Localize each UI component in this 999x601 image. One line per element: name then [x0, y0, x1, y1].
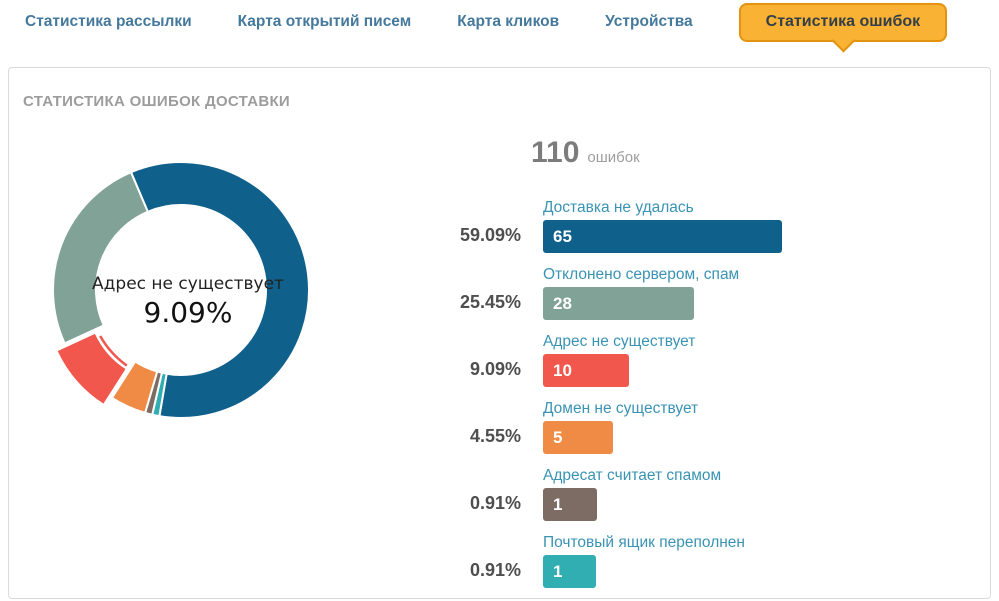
tab-3[interactable]: Карта кликов [457, 13, 560, 30]
error-bar[interactable]: 5 [543, 421, 613, 454]
error-bar[interactable]: 1 [543, 555, 596, 588]
error-bar-value: 10 [553, 361, 572, 380]
error-label: Домен не существует [543, 400, 699, 417]
error-row-body: Домен не существует 5 [543, 400, 811, 454]
error-row-body: Отклонено сервером, спам 28 [543, 266, 811, 320]
tab-1[interactable]: Статистика рассылки [25, 13, 192, 30]
error-bar[interactable]: 1 [543, 488, 597, 521]
error-row-body: Адрес не существует 10 [543, 333, 811, 387]
error-bar[interactable]: 10 [543, 354, 629, 387]
donut-slice-2[interactable] [55, 331, 128, 407]
error-row: 25.45% Отклонено сервером, спам 28 [431, 266, 811, 328]
error-row: 9.09% Адрес не существует 10 [431, 333, 811, 395]
tab-4[interactable]: Устройства [605, 13, 693, 30]
error-row: 0.91% Почтовый ящик переполнен 1 [431, 534, 811, 596]
donut-chart: Адрес не существует 9.09% [31, 140, 331, 440]
error-bar[interactable]: 65 [543, 220, 782, 253]
error-percent: 0.91% [469, 560, 521, 580]
error-label: Почтовый ящик переполнен [543, 534, 745, 551]
error-row-body: Доставка не удалась 65 [543, 199, 811, 253]
errors-total-unit: ошибок [587, 149, 640, 166]
selected-slice-highlight-arc [99, 335, 128, 367]
error-percent: 59.09% [459, 225, 521, 245]
error-bar-value: 5 [553, 428, 563, 447]
error-label: Доставка не удалась [543, 199, 694, 216]
donut-slice-1[interactable] [52, 171, 149, 345]
error-row-body: Почтовый ящик переполнен 1 [543, 534, 811, 588]
tab-5-active[interactable]: Статистика ошибок [738, 2, 948, 42]
card-title: СТАТИСТИКА ОШИБОК ДОСТАВКИ [23, 93, 290, 110]
error-bar-value: 28 [553, 294, 572, 313]
error-percent: 25.45% [459, 292, 521, 312]
error-row: 4.55% Домен не существует 5 [431, 400, 811, 462]
error-bar-value: 65 [553, 227, 572, 246]
error-percent: 4.55% [469, 426, 521, 446]
error-bar[interactable]: 28 [543, 287, 694, 320]
error-label: Отклонено сервером, спам [543, 266, 740, 283]
donut-slice-3[interactable] [110, 360, 159, 414]
error-bar-value: 1 [553, 562, 563, 581]
donut-slice-0[interactable] [129, 161, 311, 419]
error-row: 59.09% Доставка не удалась 65 [431, 199, 811, 261]
stats-card: СТАТИСТИКА ОШИБОК ДОСТАВКИ Адрес не суще… [8, 67, 991, 599]
tab-bar: Статистика рассылки Карта открытий писем К… [0, 0, 999, 44]
error-label: Адресат считает спамом [543, 467, 722, 484]
error-row-body: Адресат считает спамом 1 [543, 467, 811, 521]
error-row: 0.91% Адресат считает спамом 1 [431, 467, 811, 529]
error-label: Адрес не существует [543, 333, 696, 350]
tab-2[interactable]: Карта открытий писем [237, 13, 412, 30]
errors-total-value: 110 [531, 136, 580, 169]
errors-total: 110 ошибок [531, 136, 640, 170]
donut-svg [52, 161, 311, 419]
error-bar-value: 1 [553, 495, 563, 514]
error-percent: 9.09% [469, 359, 521, 379]
error-percent: 0.91% [469, 493, 521, 513]
